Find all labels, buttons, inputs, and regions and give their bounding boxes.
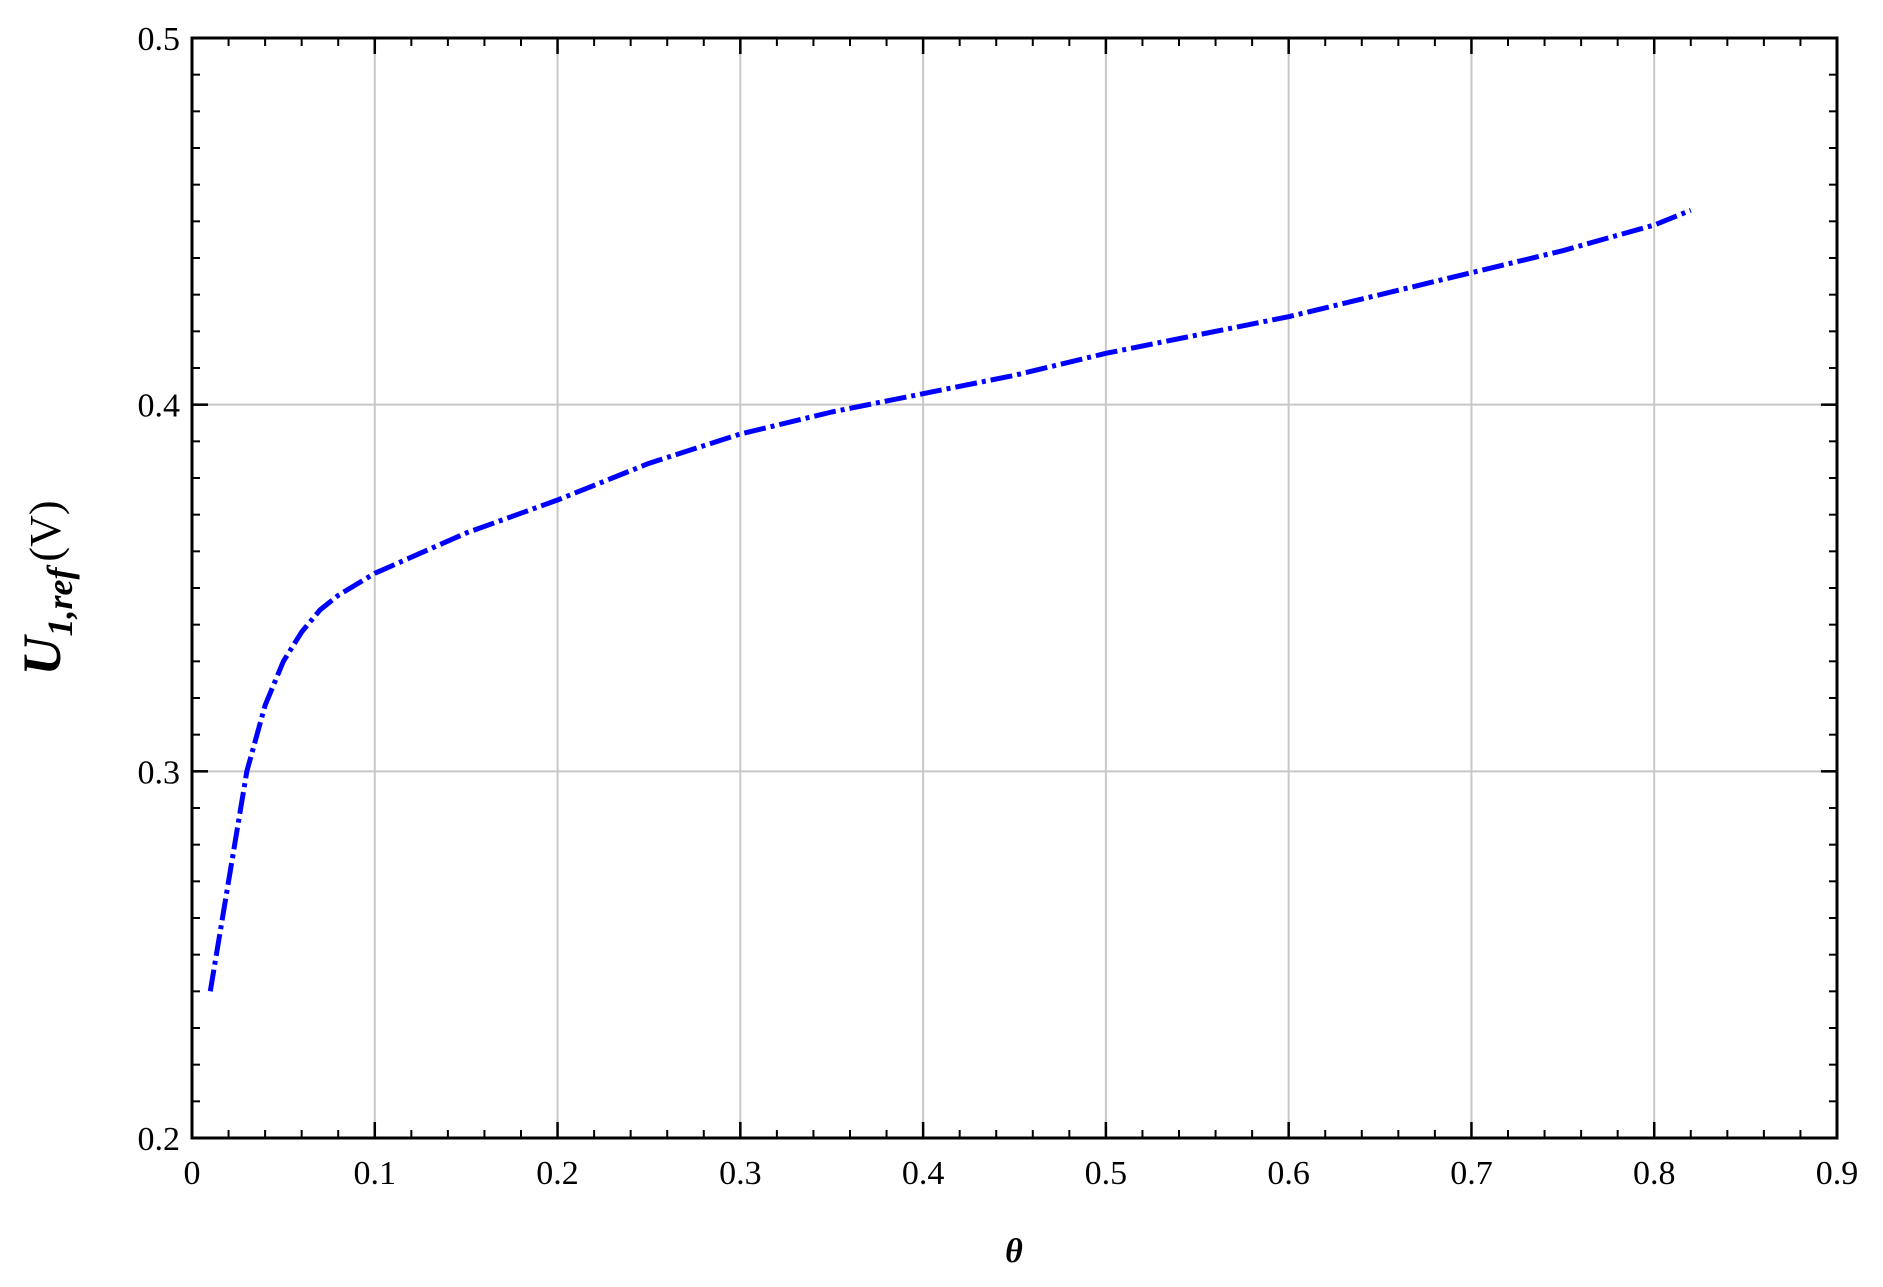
x-tick-label: 0 <box>184 1155 201 1192</box>
x-tick-label: 0.7 <box>1450 1155 1493 1192</box>
y-label-unit: (V) <box>21 500 70 561</box>
x-tick-label: 0.6 <box>1267 1155 1310 1192</box>
x-axis-label: θ <box>1005 1233 1023 1270</box>
plot-frame <box>190 36 1839 1140</box>
y-label-sub: 1,ref <box>40 565 80 637</box>
y-axis-label: U1,ref(V) <box>12 500 80 675</box>
x-tick-label: 0.5 <box>1085 1155 1128 1192</box>
y-label-main: U <box>12 634 72 676</box>
x-tick-label: 0.3 <box>719 1155 762 1192</box>
x-tick-label: 0.2 <box>536 1155 579 1192</box>
x-tick-label: 0.9 <box>1816 1155 1859 1192</box>
y-tick-label: 0.5 <box>138 21 181 58</box>
x-tick-label: 0.8 <box>1633 1155 1676 1192</box>
x-tick-label: 0.4 <box>902 1155 945 1192</box>
data-line <box>207 208 1692 992</box>
y-tick-label: 0.3 <box>138 754 181 791</box>
y-tick-label: 0.2 <box>138 1121 181 1158</box>
y-tick-label: 0.4 <box>138 388 181 425</box>
x-tick-label: 0.1 <box>354 1155 397 1192</box>
